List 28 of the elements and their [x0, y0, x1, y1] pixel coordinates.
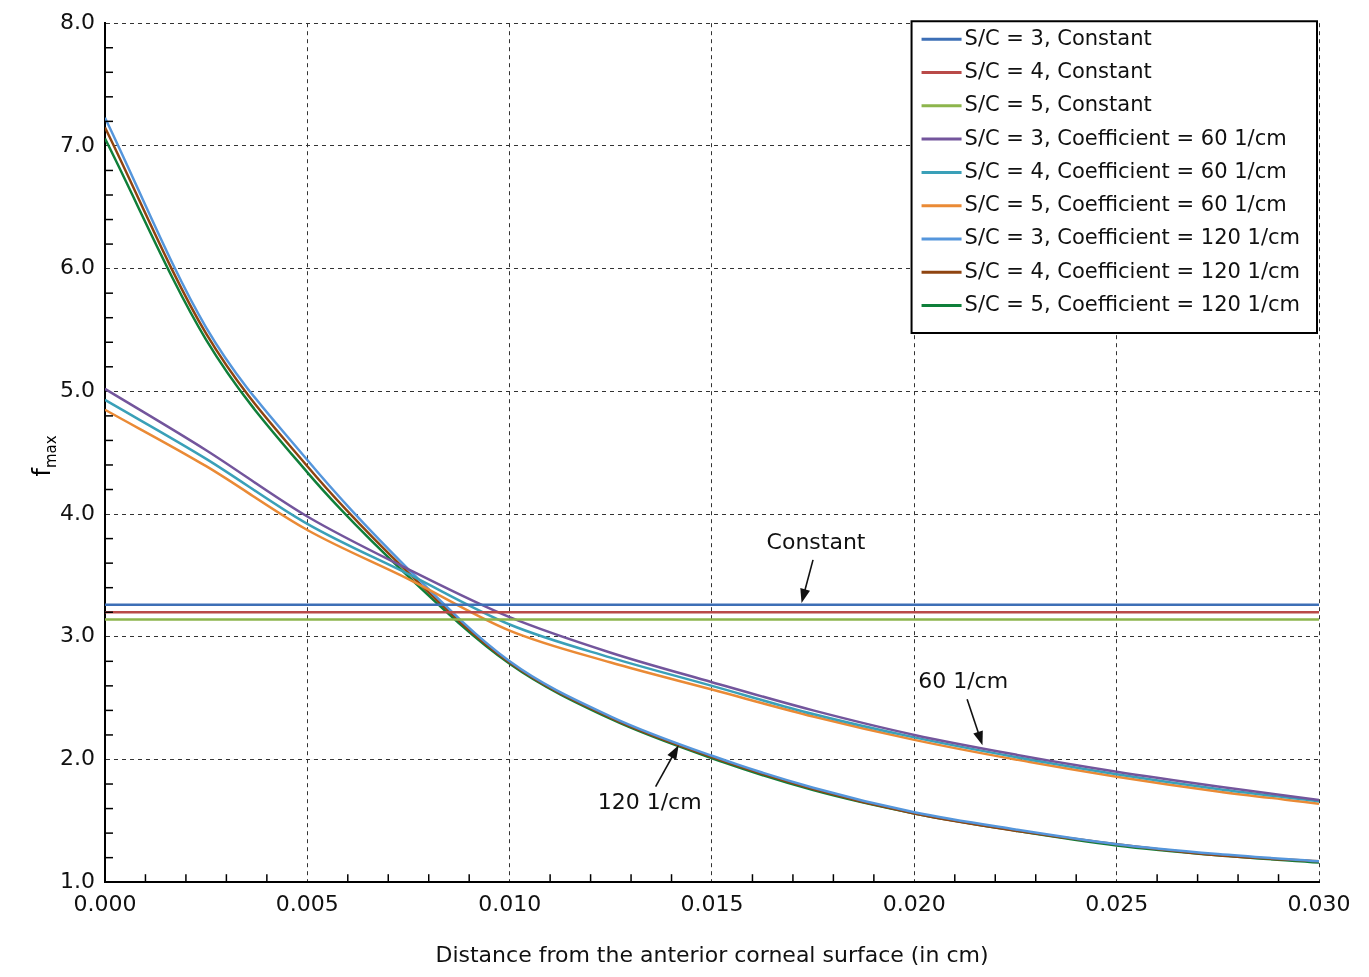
y-tick-label: 5.0: [59, 377, 95, 403]
x-tick-label: 0.020: [882, 891, 946, 917]
legend-label: S/C = 3, Coefficient = 60 1/cm: [964, 125, 1287, 150]
annotation: 60 1/cm: [918, 667, 1009, 693]
x-tick-label: 0.005: [275, 891, 339, 917]
x-tick-label: 0.010: [478, 891, 542, 917]
x-tick-label: 0.025: [1085, 891, 1149, 917]
annotation: Constant: [766, 528, 866, 554]
x-axis-title: Distance from the anterior corneal surface (in cm): [435, 941, 989, 967]
x-tick-label: 0.000: [73, 891, 137, 917]
annotation: 120 1/cm: [597, 789, 702, 815]
y-tick-label: 7.0: [59, 131, 95, 157]
legend-label: S/C = 4, Constant: [964, 58, 1152, 83]
x-tick-label: 0.015: [680, 891, 744, 917]
legend-label: S/C = 4, Coefficient = 60 1/cm: [964, 158, 1287, 183]
legend-label: S/C = 5, Coefficient = 60 1/cm: [964, 192, 1287, 217]
x-tick-label: 0.030: [1287, 891, 1351, 917]
legend-label: S/C = 4, Coefficient = 120 1/cm: [964, 258, 1301, 283]
y-tick-label: 3.0: [59, 622, 95, 648]
y-tick-label: 1.0: [59, 867, 95, 893]
legend-label: S/C = 3, Constant: [964, 25, 1152, 50]
y-tick-label: 8.0: [59, 8, 95, 34]
legend-label: S/C = 5, Coefficient = 120 1/cm: [964, 292, 1301, 317]
legend-label: S/C = 5, Constant: [964, 92, 1152, 117]
legend-label: S/C = 3, Coefficient = 120 1/cm: [964, 225, 1301, 250]
y-tick-label: 2.0: [59, 745, 95, 771]
y-tick-label: 4.0: [59, 499, 95, 525]
y-tick-label: 6.0: [59, 254, 95, 280]
